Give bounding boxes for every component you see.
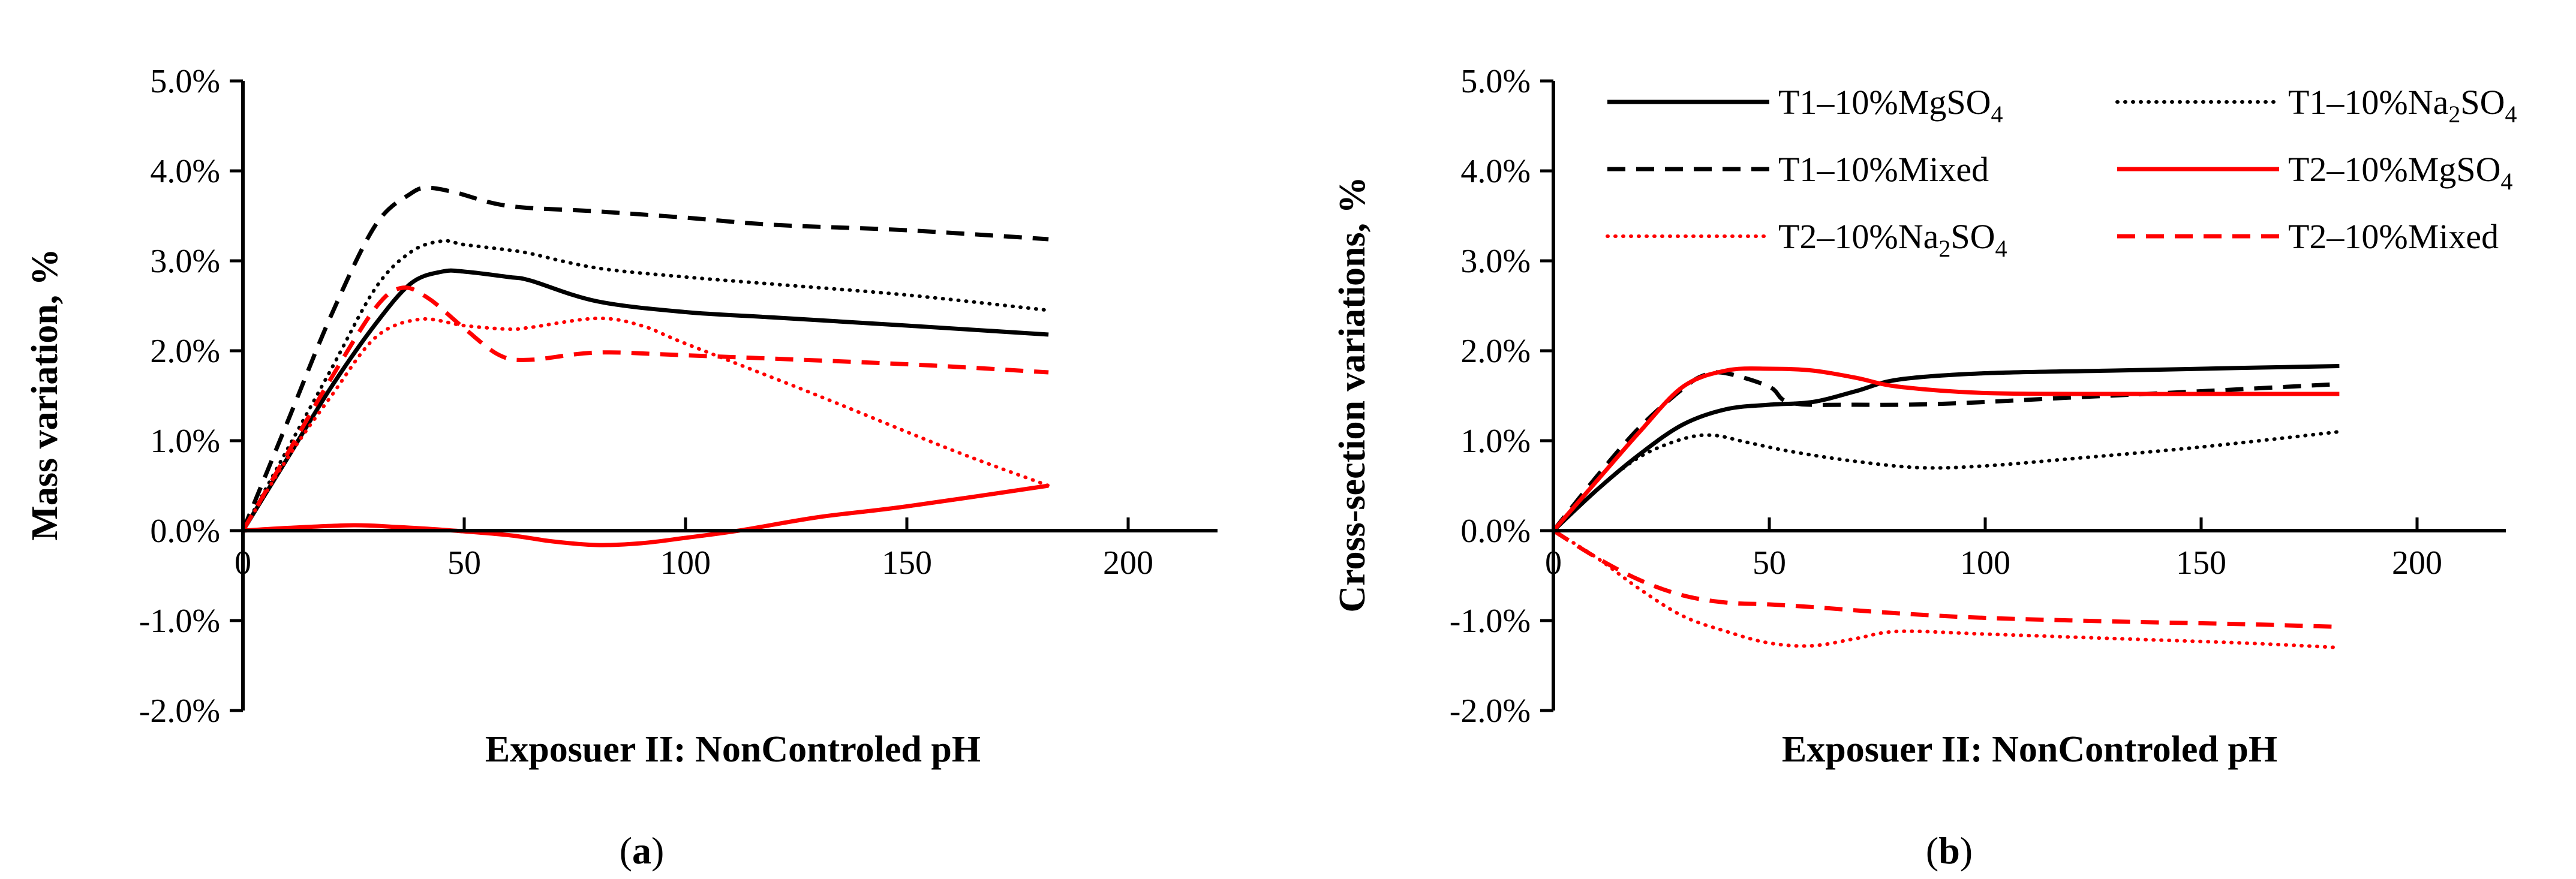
legend-label-t2-na: T2–10%Na2SO4 (1778, 217, 2007, 262)
panel-b-series-t2-mix (1552, 529, 2340, 629)
panel-b-caption-close: ) (1960, 829, 1973, 872)
panel-b-series-t2-mg (1552, 366, 2340, 532)
panel-b-y-tick-label: -2.0% (1450, 693, 1531, 730)
panel-a-y-ticks: -2.0% -1.0% 0.0% 1.0% 2.0% 3.0% 4.0% 5.0% (139, 63, 243, 730)
panel-b-y-tick-label: 0.0% (1460, 513, 1531, 550)
panel-b-y-tick-label: 5.0% (1460, 63, 1531, 100)
panel-a-x-tick-label: 50 (447, 544, 481, 582)
panel-a-x-ticks: 0 50 100 150 200 (235, 517, 1153, 582)
panel-a-y-axis-title: Mass variation, % (25, 248, 65, 540)
panel-a-series-t1-mg (241, 268, 1049, 532)
panel-a-caption-letter: a (632, 829, 651, 872)
panel-b-y-ticks: -2.0% -1.0% 0.0% 1.0% 2.0% 3.0% 4.0% 5.0% (1450, 63, 1553, 730)
panel-a-series-group (241, 185, 1051, 547)
panel-a-series-t2-mg (242, 483, 1049, 547)
panel-b-x-tick-label: 50 (1753, 544, 1786, 582)
panel-a-x-tick-label: 150 (882, 544, 932, 582)
panel-b-series-t1-mg (1552, 364, 2340, 532)
panel-b-x-ticks: 0 50 100 150 200 (1545, 517, 2442, 582)
panel-a-y-tick-label: 3.0% (150, 243, 220, 280)
panel-a-y-tick-label: 1.0% (150, 423, 220, 460)
panel-a-y-tick-label: -1.0% (139, 603, 220, 640)
panel-a-y-tick-label: 5.0% (150, 63, 220, 100)
panel-b: -2.0% -1.0% 0.0% 1.0% 2.0% 3.0% 4.0% 5.0% 0 50 10… (1332, 63, 2517, 872)
legend-label-t2-mix: T2–10%Mixed (2288, 217, 2499, 256)
panel-a-caption-open: ( (620, 829, 632, 872)
panel-b-x-tick-label: 200 (2392, 544, 2442, 582)
panel-a-y-tick-label: -2.0% (139, 693, 220, 730)
panel-b-x-tick-label: 150 (2176, 544, 2226, 582)
panel-b-caption-letter: b (1938, 829, 1960, 872)
panel-b-y-tick-label: 4.0% (1460, 153, 1531, 190)
panel-a-series-t2-mix (241, 285, 1049, 532)
panel-b-series-t1-na (1552, 430, 2341, 532)
panel-a-x-axis-title: Exposuer II: NonControled pH (485, 729, 981, 770)
panel-b-y-tick-label: 1.0% (1460, 423, 1531, 460)
panel-a-y-tick-label: 2.0% (150, 333, 220, 370)
panel-b-series-t2-na (1552, 529, 2341, 649)
panel-a-x-tick-label: 0 (235, 544, 251, 582)
panel-a-series-t2-na (241, 316, 1051, 532)
panel-a-caption-close: ) (651, 829, 664, 872)
panel-b-x-axis-title: Exposuer II: NonControled pH (1782, 729, 2277, 770)
panel-b-x-tick-label: 100 (1960, 544, 2010, 582)
panel-b-caption: (b) (1926, 829, 1973, 872)
panel-a-x-tick-label: 100 (660, 544, 711, 582)
panel-a-y-tick-label: 4.0% (150, 153, 220, 190)
legend-label-t1-mg: T1–10%MgSO4 (1778, 83, 2003, 128)
panel-a-series-t1-mix (241, 185, 1049, 532)
panel-b-y-axis-title: Cross-section variations, % (1332, 176, 1373, 612)
panel-b-caption-open: ( (1926, 829, 1938, 872)
legend-label-t2-mg: T2–10%MgSO4 (2288, 150, 2512, 195)
panel-a-x-tick-label: 200 (1103, 544, 1153, 582)
panel-b-series-group (1552, 364, 2341, 649)
panel-a-caption: (a) (620, 829, 665, 872)
panel-b-y-tick-label: 2.0% (1460, 333, 1531, 370)
legend-label-t1-na: T1–10%Na2SO4 (2288, 83, 2517, 128)
legend-label-t1-mix: T1–10%Mixed (1778, 150, 1989, 189)
panel-a-series-t1-na (241, 239, 1051, 532)
panel-b-y-tick-label: -1.0% (1450, 603, 1531, 640)
panel-a-y-tick-label: 0.0% (150, 513, 220, 550)
panel-b-x-tick-label: 0 (1545, 544, 1562, 582)
panel-a: -2.0% -1.0% 0.0% 1.0% 2.0% 3.0% 4.0% 5.0% 0 50 10… (25, 63, 1218, 872)
panel-b-legend: T1–10%MgSO4 T1–10%Na2SO4 T1–10%Mixed T2–10%… (1606, 83, 2517, 262)
panel-b-y-tick-label: 3.0% (1460, 243, 1531, 280)
